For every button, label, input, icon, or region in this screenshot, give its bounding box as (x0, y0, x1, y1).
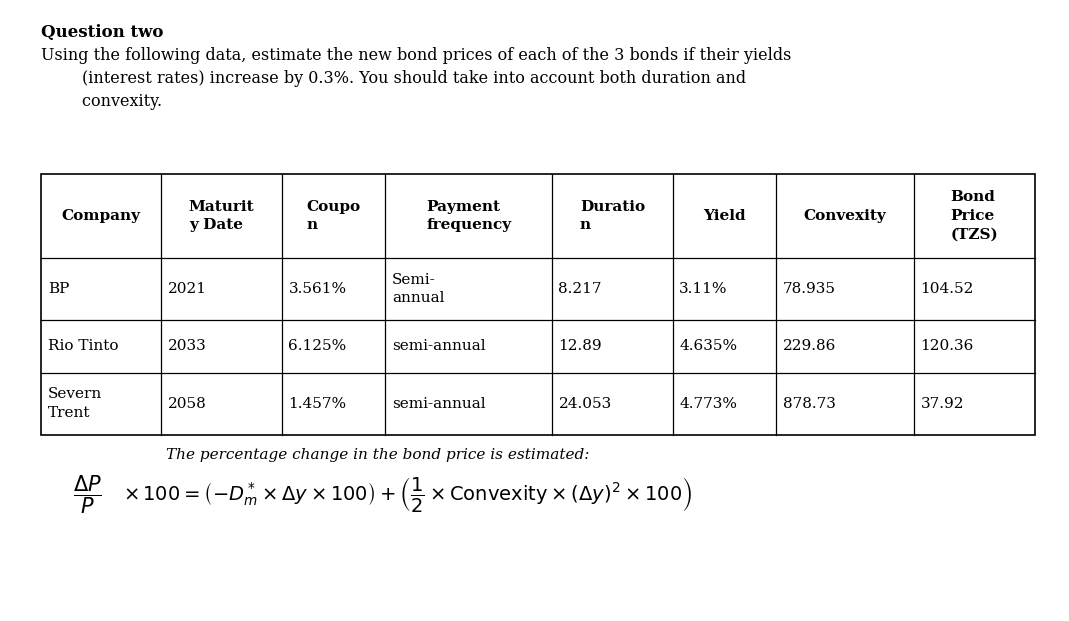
Text: semi-annual: semi-annual (392, 397, 485, 410)
Text: 12.89: 12.89 (558, 339, 602, 353)
Text: 2058: 2058 (168, 397, 206, 410)
Text: The percentage change in the bond price is estimated:: The percentage change in the bond price … (166, 448, 589, 463)
Text: Yield: Yield (703, 209, 746, 223)
Text: 1.457%: 1.457% (289, 397, 346, 410)
Text: BP: BP (48, 282, 69, 296)
Text: 24.053: 24.053 (558, 397, 611, 410)
Text: Duratio
n: Duratio n (579, 199, 645, 232)
Text: 2021: 2021 (168, 282, 206, 296)
Text: Severn
Trent: Severn Trent (48, 388, 103, 420)
Text: 104.52: 104.52 (920, 282, 974, 296)
Text: 6.125%: 6.125% (289, 339, 346, 353)
Text: 3.561%: 3.561% (289, 282, 346, 296)
Text: $\times\,100 = \left(-D_m^*\times\Delta y\times 100\right) + \left(\dfrac{1}{2}\: $\times\,100 = \left(-D_m^*\times\Delta … (123, 476, 692, 514)
Text: 8.217: 8.217 (558, 282, 602, 296)
Text: 37.92: 37.92 (920, 397, 964, 410)
Text: 4.773%: 4.773% (679, 397, 738, 410)
Text: Semi-
annual: Semi- annual (392, 273, 445, 305)
Text: Maturit
y Date: Maturit y Date (189, 199, 254, 232)
Text: convexity.: convexity. (41, 93, 161, 109)
Text: (interest rates) increase by 0.3%. You should take into account both duration an: (interest rates) increase by 0.3%. You s… (41, 70, 746, 86)
Text: Payment
frequency: Payment frequency (427, 199, 511, 232)
Text: $\dfrac{\Delta P}{P}$: $\dfrac{\Delta P}{P}$ (73, 474, 102, 516)
Text: 3.11%: 3.11% (679, 282, 728, 296)
Text: 2033: 2033 (168, 339, 206, 353)
Text: Question two: Question two (41, 24, 162, 40)
Text: Using the following data, estimate the new bond prices of each of the 3 bonds if: Using the following data, estimate the n… (41, 47, 791, 63)
Text: 229.86: 229.86 (783, 339, 836, 353)
Text: Convexity: Convexity (804, 209, 886, 223)
Text: 878.73: 878.73 (783, 397, 836, 410)
Text: 120.36: 120.36 (920, 339, 974, 353)
Text: 4.635%: 4.635% (679, 339, 738, 353)
Text: Rio Tinto: Rio Tinto (48, 339, 119, 353)
Text: semi-annual: semi-annual (392, 339, 485, 353)
Text: Bond
Price
(TZS): Bond Price (TZS) (950, 191, 998, 241)
Text: Coupo
n: Coupo n (307, 199, 360, 232)
Text: 78.935: 78.935 (783, 282, 836, 296)
Text: Company: Company (61, 209, 140, 223)
